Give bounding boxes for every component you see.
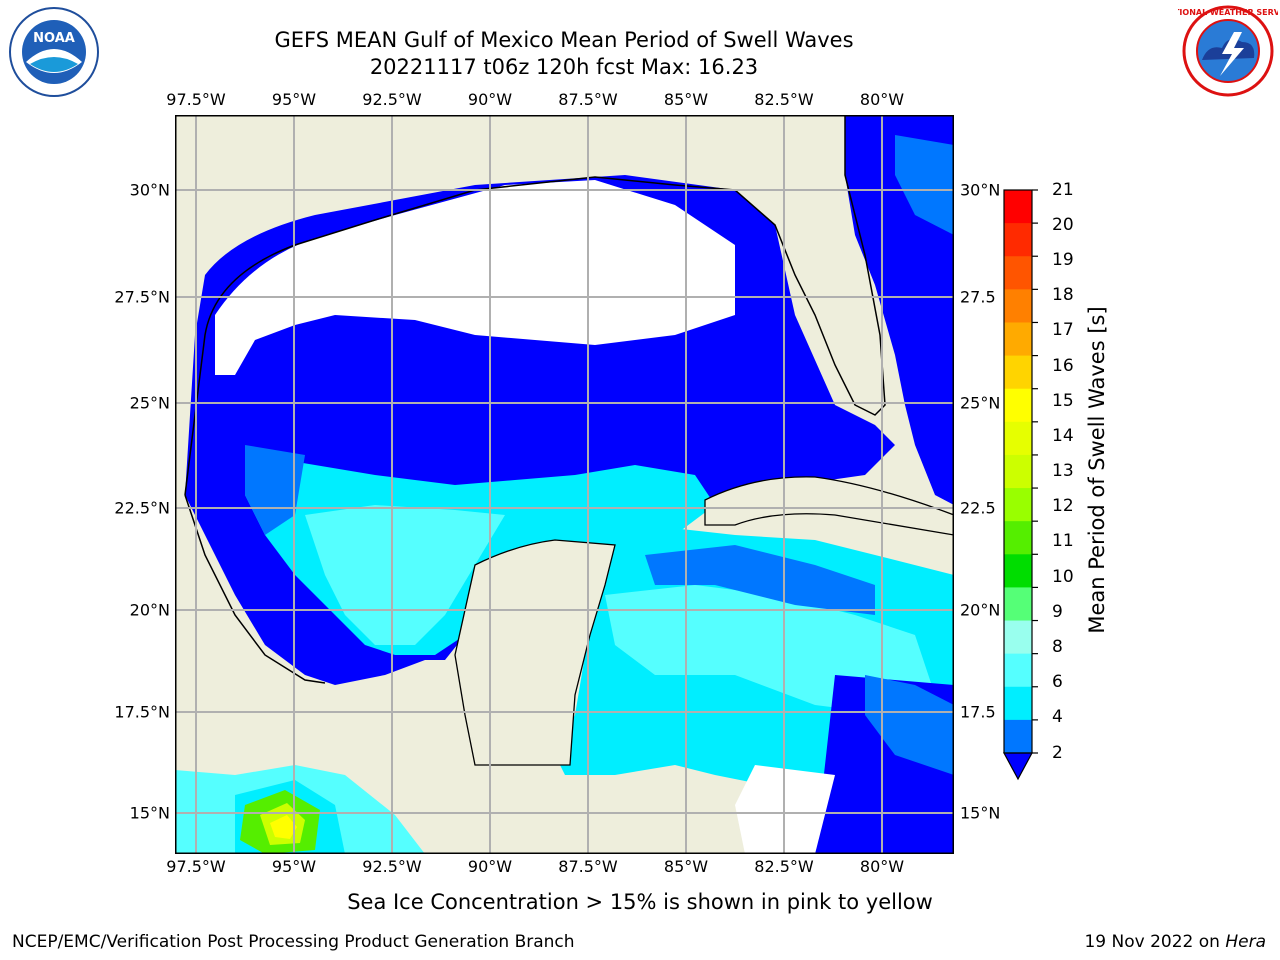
colorbar-tick: 6	[1052, 672, 1063, 692]
colorbar-segment	[1004, 653, 1032, 688]
colorbar-tick: 20	[1052, 215, 1074, 235]
colorbar-tick: 17	[1052, 320, 1074, 340]
cuba-land	[704, 476, 954, 536]
map-frame	[175, 115, 954, 854]
lon-label-bottom: 82.5°W	[754, 857, 814, 876]
colorbar-tick: 8	[1052, 637, 1063, 657]
graticule	[175, 115, 954, 854]
colorbar-tick: 13	[1052, 461, 1074, 481]
colorbar-tick: 2	[1052, 743, 1063, 763]
lat-label-right: 22.5	[960, 498, 996, 518]
lon-label-top: 90°W	[467, 90, 513, 109]
lon-label-top: 85°W	[663, 90, 709, 109]
colorbar-tick: 4	[1052, 707, 1063, 727]
lon-label-bottom: 92.5°W	[362, 857, 422, 876]
lat-label-left: 22.5°N	[114, 498, 170, 518]
colorbar-tick: 12	[1052, 496, 1074, 516]
nws-logo-text: NATIONAL WEATHER SERVICE	[1178, 8, 1278, 17]
yucatan-land	[454, 539, 616, 766]
atlantic-water	[845, 115, 954, 505]
colorbar-segment	[1004, 686, 1032, 721]
colorbar-label: Mean Period of Swell Waves [s]	[1085, 306, 1109, 634]
colorbar-segment	[1004, 256, 1032, 290]
lon-label-top: 80°W	[859, 90, 905, 109]
colorbar-segment	[1004, 355, 1032, 390]
map-panel	[175, 115, 954, 854]
lon-label-bottom: 87.5°W	[558, 857, 618, 876]
lon-label-top: 82.5°W	[754, 90, 814, 109]
colorbar-tick: 19	[1052, 250, 1074, 270]
lat-label-left: 20°N	[129, 600, 170, 620]
footer-machine: Hera	[1225, 932, 1266, 952]
lat-label-left: 27.5°N	[114, 287, 170, 307]
colorbar-extend-min	[1002, 752, 1034, 781]
colorbar-segment	[1004, 388, 1032, 423]
mexico-coastline	[184, 494, 326, 684]
lon-label-top: 95°W	[271, 90, 317, 109]
nws-logo: NATIONAL WEATHER SERVICE	[1178, 5, 1278, 97]
lat-label-left: 17.5°N	[114, 702, 170, 722]
gulf-water	[185, 175, 895, 685]
colorbar-segment	[1004, 554, 1032, 588]
lat-label-left: 15°N	[129, 803, 170, 823]
colorbar-segment	[1004, 322, 1032, 357]
colorbar-segment	[1004, 421, 1032, 456]
pacific-water	[175, 765, 425, 854]
lat-label-left: 25°N	[129, 393, 170, 413]
lon-label-bottom: 97.5°W	[166, 857, 226, 876]
colorbar	[1002, 189, 1038, 781]
lat-label-right: 15°N	[960, 803, 1001, 823]
colorbar-segment	[1004, 223, 1032, 257]
colorbar-tick: 15	[1052, 391, 1074, 411]
caribbean-water	[555, 525, 954, 854]
lon-label-bottom: 80°W	[859, 857, 905, 876]
colorbar-segment	[1004, 454, 1032, 489]
sea-ice-note: Sea Ice Concentration > 15% is shown in …	[347, 890, 933, 914]
footer-date: 19 Nov 2022 on Hera	[1084, 932, 1266, 952]
colorbar-tick: 16	[1052, 356, 1074, 376]
lon-label-bottom: 85°W	[663, 857, 709, 876]
lat-label-left: 30°N	[129, 180, 170, 200]
map-title: GEFS MEAN Gulf of Mexico Mean Period of …	[274, 28, 854, 52]
colorbar-segment	[1004, 521, 1032, 555]
lon-label-top: 97.5°W	[166, 90, 226, 109]
lon-label-bottom: 90°W	[467, 857, 513, 876]
map-subtitle: 20221117 t06z 120h fcst Max: 16.23	[369, 55, 759, 79]
lat-label-right: 17.5	[960, 702, 996, 722]
colorbar-segment	[1004, 190, 1032, 224]
colorbar-tick: 18	[1052, 285, 1074, 305]
colorbar-tick: 10	[1052, 567, 1074, 587]
lat-label-right: 25°N	[960, 393, 1001, 413]
colorbar-segment	[1004, 488, 1032, 522]
lon-label-bottom: 95°W	[271, 857, 317, 876]
noaa-logo-text: NOAA	[33, 31, 75, 46]
colorbar-frame	[1003, 189, 1033, 754]
colorbar-segment	[1004, 289, 1032, 323]
footer-date-text: 19 Nov 2022 on	[1084, 932, 1226, 952]
colorbar-segment	[1004, 587, 1032, 622]
colorbar-tick: 14	[1052, 426, 1074, 446]
lon-label-top: 92.5°W	[362, 90, 422, 109]
colorbar-tick: 11	[1052, 531, 1074, 551]
colorbar-tick: 9	[1052, 602, 1063, 622]
lat-label-right: 20°N	[960, 600, 1001, 620]
colorbar-segment	[1004, 620, 1032, 655]
lat-label-right: 27.5	[960, 287, 996, 307]
lat-label-right: 30°N	[960, 180, 1001, 200]
noaa-logo: NOAA	[9, 7, 99, 97]
colorbar-segment	[1004, 719, 1032, 754]
footer-credit: NCEP/EMC/Verification Post Processing Pr…	[12, 932, 575, 952]
lon-label-top: 87.5°W	[558, 90, 618, 109]
colorbar-tick: 21	[1052, 180, 1074, 200]
